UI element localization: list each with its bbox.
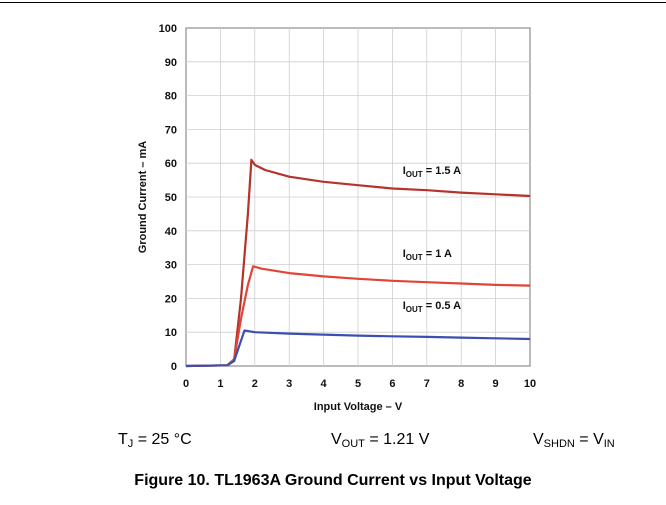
series-lines: [185, 158, 531, 368]
x-tick-label: 9: [493, 378, 499, 390]
vout-subscript: OUT: [341, 438, 365, 450]
x-tick-label: 4: [321, 378, 328, 390]
series-line-3: [185, 329, 531, 368]
y-tick-label: 60: [165, 158, 177, 170]
ground-current-chart: 0 1 2 3 4 5 6 7 8 9 10 0 10 20 30 40 50 60 70 80 90 100 IOUT…: [137, 23, 536, 413]
tj-value: = 25 °C: [133, 431, 192, 448]
series-label-1: IOUT = 1.5 A: [403, 165, 461, 179]
series-line-1: [185, 158, 531, 368]
x-tick-label: 0: [183, 378, 189, 390]
y-tick-label: 70: [165, 124, 177, 136]
y-tick-label: 80: [165, 91, 177, 103]
y-tick-label: 30: [165, 260, 177, 272]
condition-junction-temp: TJ = 25 °C: [118, 431, 192, 450]
x-tick-label: 3: [286, 378, 292, 390]
vshdn-value-subscript: IN: [603, 438, 615, 450]
figure-caption: Figure 10. TL1963A Ground Current vs Inp…: [134, 472, 532, 489]
vshdn-subscript: SHDN: [543, 438, 575, 450]
x-tick-labels: 0 1 2 3 4 5 6 7 8 9 10: [183, 378, 536, 390]
y-tick-label: 50: [165, 192, 177, 204]
tj-symbol: T: [118, 431, 128, 448]
y-tick-label: 90: [165, 57, 177, 69]
series-labels: IOUT = 1.5 A IOUT = 1 A IOUT = 0.5 A: [403, 165, 461, 314]
vout-value: = 1.21 V: [364, 431, 430, 448]
x-tick-label: 6: [389, 378, 395, 390]
tj-subscript: J: [127, 438, 134, 450]
y-tick-label: 20: [165, 293, 177, 305]
y-tick-label: 100: [159, 23, 177, 35]
vshdn-value: = V: [574, 431, 604, 448]
series-label-3: IOUT = 0.5 A: [403, 300, 461, 314]
y-tick-label: 40: [165, 226, 177, 238]
x-axis-title: Input Voltage – V: [314, 401, 403, 413]
x-tick-label: 7: [424, 378, 430, 390]
x-tick-label: 1: [217, 378, 223, 390]
series-label-2: IOUT = 1 A: [403, 248, 452, 262]
top-rule: [0, 2, 666, 3]
y-tick-label: 10: [165, 327, 177, 339]
x-tick-label: 8: [458, 378, 464, 390]
x-tick-label: 10: [524, 378, 536, 390]
vout-symbol: V: [331, 431, 342, 448]
condition-output-voltage: VOUT = 1.21 V: [331, 431, 429, 450]
y-tick-label: 0: [171, 361, 177, 373]
x-tick-label: 2: [252, 378, 258, 390]
y-axis-title: Ground Current – mA: [137, 141, 149, 254]
condition-shutdown-voltage: VSHDN = VIN: [533, 431, 615, 450]
y-tick-labels: 0 10 20 30 40 50 60 70 80 90 100: [159, 23, 177, 373]
series-line-2: [185, 265, 531, 368]
vshdn-symbol: V: [533, 431, 544, 448]
x-tick-label: 5: [355, 378, 361, 390]
